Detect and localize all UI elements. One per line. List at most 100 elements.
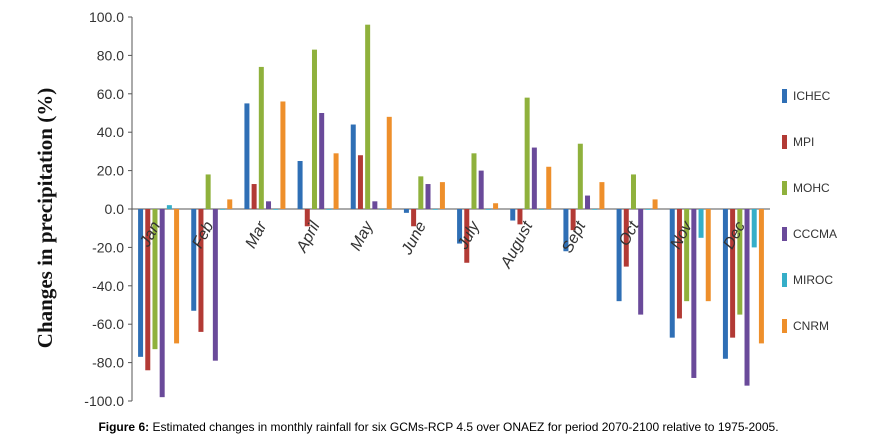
bar-cnrm-dec	[758, 209, 764, 344]
bar-mpi-april	[304, 209, 310, 227]
bar-ichec-feb	[191, 209, 197, 311]
bar-cccma-nov	[691, 209, 697, 378]
bar-miroc-august	[539, 209, 545, 210]
bar-cccma-feb	[212, 209, 218, 361]
bar-mohc-june	[418, 176, 424, 209]
bar-mohc-oct	[630, 174, 636, 209]
bar-cccma-mar	[266, 201, 272, 209]
bar-mpi-oct	[623, 209, 629, 267]
bar-cnrm-july	[493, 203, 499, 209]
legend-item-cccma: CCCMA	[782, 226, 837, 242]
bars-layer	[138, 24, 764, 398]
bar-cnrm-august	[546, 166, 552, 209]
bar-mohc-jan	[152, 209, 158, 350]
bar-ichec-nov	[669, 209, 675, 338]
y-tick-label: 0.0	[105, 201, 125, 217]
x-category-label: August	[497, 218, 536, 271]
bar-cccma-jan	[159, 209, 165, 398]
chart-container: Changes in precipitation (%) 100.0 80.0 60…	[33, 9, 837, 409]
bar-mohc-sept	[577, 143, 583, 209]
y-tick-label: -20.0	[92, 239, 124, 255]
bar-mohc-mar	[258, 66, 264, 209]
legend-item-ichec: ICHEC	[782, 88, 830, 104]
bar-ichec-dec	[722, 209, 728, 359]
bar-miroc-jan	[166, 205, 172, 209]
bar-mpi-nov	[676, 209, 682, 319]
bar-mohc-july	[471, 153, 477, 209]
legend-label: CNRM	[793, 319, 829, 333]
bar-cnrm-jan	[174, 209, 180, 344]
y-axis-label: Changes in precipitation (%)	[33, 88, 57, 348]
legend-label: MIROC	[793, 273, 833, 287]
axis-layer: 100.0 80.0 60.0 40.0 20.0 0.0 -20.0 -40.0 -60.0 -…	[84, 9, 770, 409]
bar-miroc-july	[485, 209, 491, 210]
y-tick-label: 60.0	[97, 86, 124, 102]
legend-swatch	[782, 181, 787, 195]
bar-mpi-mar	[251, 184, 257, 209]
bar-ichec-may	[350, 124, 356, 209]
x-category-label: Mar	[242, 218, 270, 251]
y-tick-label: -40.0	[92, 278, 124, 294]
figure-caption: Figure 6: Estimated changes in monthly r…	[0, 420, 877, 434]
bar-ichec-sept	[563, 209, 569, 252]
bar-mohc-april	[311, 49, 317, 209]
legend-item-cnrm: CNRM	[782, 318, 829, 334]
bar-mpi-jan	[145, 209, 151, 371]
figure-caption-text: Estimated changes in monthly rainfall fo…	[152, 420, 779, 434]
y-tick-label: 40.0	[97, 124, 124, 140]
bar-ichec-oct	[616, 209, 622, 302]
bar-cnrm-feb	[227, 199, 233, 209]
y-tick-label: 20.0	[97, 163, 124, 179]
bar-mohc-august	[524, 97, 530, 209]
y-tick-label: 100.0	[89, 9, 124, 25]
legend-swatch	[782, 319, 787, 333]
legend-label: MOHC	[793, 181, 830, 195]
bar-cccma-august	[531, 147, 537, 209]
legend-swatch	[782, 273, 787, 287]
legend-item-mpi: MPI	[782, 134, 814, 150]
bar-cccma-sept	[585, 195, 591, 209]
bar-ichec-june	[403, 209, 409, 213]
y-tick-label: -100.0	[84, 393, 124, 409]
bar-mohc-may	[365, 24, 371, 210]
bar-miroc-feb	[220, 209, 226, 210]
legend-label: MPI	[793, 135, 815, 149]
figure-caption-label: Figure 6:	[98, 420, 150, 434]
bar-cnrm-june	[439, 182, 445, 209]
legend-item-miroc: MIROC	[782, 272, 833, 288]
bar-cnrm-may	[386, 116, 392, 209]
rainfall-change-bar-chart: Changes in precipitation (%) 100.0 80.0 60…	[33, 9, 770, 409]
legend-label: ICHEC	[793, 89, 831, 103]
bar-mohc-dec	[737, 209, 743, 315]
bar-cnrm-april	[333, 153, 339, 209]
bar-cccma-july	[478, 170, 484, 209]
bar-miroc-oct	[645, 209, 651, 210]
bar-miroc-april	[326, 209, 332, 210]
x-category-label: June	[398, 219, 430, 259]
bar-miroc-may	[379, 209, 385, 210]
bar-ichec-april	[297, 161, 303, 209]
bar-ichec-mar	[244, 103, 250, 209]
bar-mpi-feb	[198, 209, 204, 332]
bar-mpi-dec	[730, 209, 736, 338]
bar-cnrm-nov	[705, 209, 711, 302]
legend-swatch	[782, 89, 787, 103]
bar-cnrm-oct	[652, 199, 658, 209]
bar-mpi-august	[517, 209, 523, 225]
bar-cccma-oct	[638, 209, 644, 315]
x-category-label: May	[348, 218, 378, 254]
bar-cnrm-sept	[599, 182, 605, 209]
bar-ichec-july	[457, 209, 463, 244]
y-tick-label: 80.0	[97, 47, 124, 63]
bar-miroc-nov	[698, 209, 704, 238]
bar-mohc-feb	[205, 174, 211, 209]
legend-swatch	[782, 227, 787, 241]
bar-mohc-nov	[684, 209, 690, 302]
bar-mpi-sept	[570, 209, 576, 231]
bar-cccma-june	[425, 184, 431, 209]
bar-mpi-july	[464, 209, 470, 263]
bar-miroc-mar	[273, 209, 279, 210]
legend-swatch	[782, 135, 787, 149]
legend-item-mohc: MOHC	[782, 180, 830, 196]
bar-miroc-june	[432, 209, 438, 210]
